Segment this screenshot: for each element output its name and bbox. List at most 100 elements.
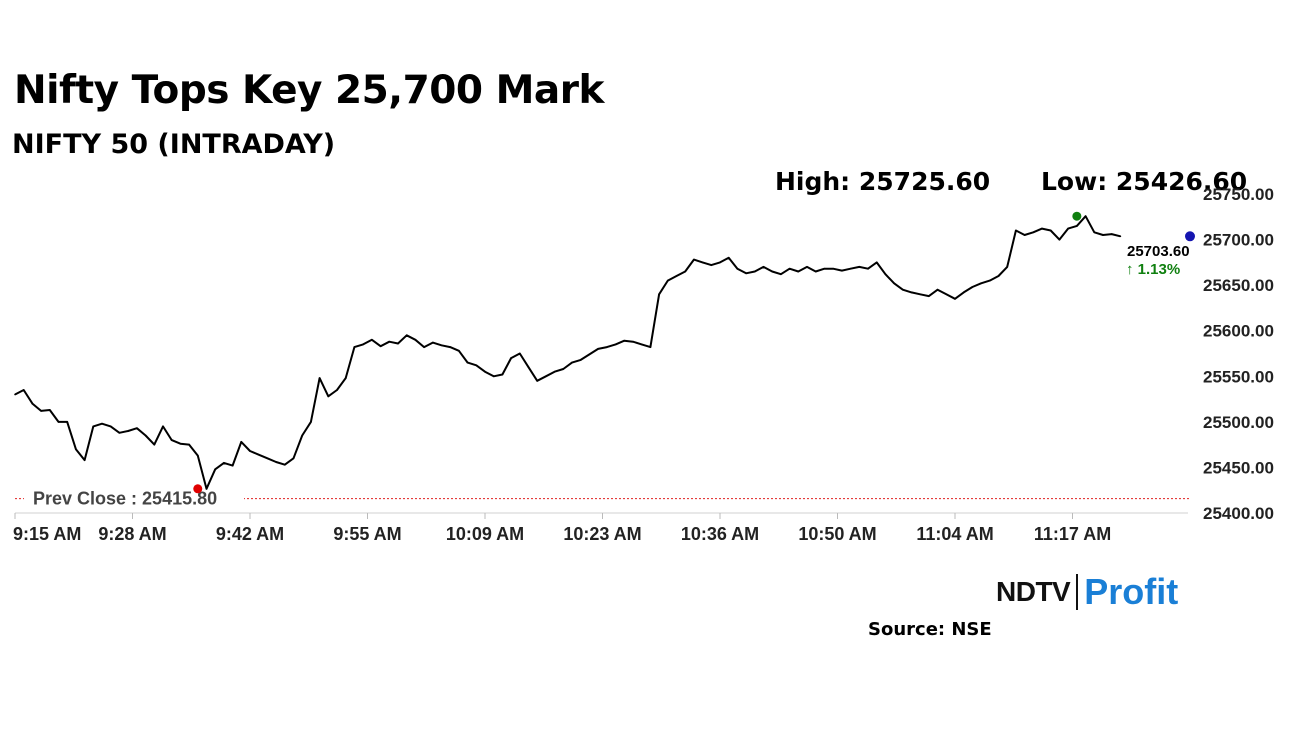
data-point [527, 366, 530, 369]
x-tick-label: 9:28 AM [98, 524, 166, 544]
data-point [640, 343, 643, 346]
data-point [83, 459, 86, 461]
data-point [275, 461, 277, 463]
data-point [162, 425, 164, 428]
data-point [492, 375, 495, 378]
data-point [814, 270, 817, 273]
x-tick-label: 9:42 AM [216, 524, 284, 544]
ndtv-profit-logo: NDTV Profit [996, 574, 1178, 610]
data-point [57, 421, 60, 423]
data-point [153, 443, 156, 446]
data-point [109, 425, 112, 428]
data-point [536, 380, 538, 382]
data-point [257, 453, 260, 456]
data-point [614, 343, 617, 346]
data-point [223, 462, 225, 464]
data-point [475, 364, 478, 367]
data-point [240, 441, 243, 443]
data-point [1023, 234, 1026, 236]
data-point [962, 291, 965, 294]
data-point [501, 373, 504, 376]
data-point [849, 267, 852, 270]
data-point [632, 340, 634, 343]
y-tick-label: 25550.00 [1203, 367, 1274, 386]
data-point [771, 270, 773, 273]
data-point [1058, 238, 1061, 241]
data-point [362, 343, 364, 346]
data-point [92, 425, 95, 428]
logo-product: Profit [1084, 571, 1179, 612]
data-point [336, 389, 338, 391]
data-point [344, 377, 347, 379]
x-tick-label: 10:50 AM [798, 524, 876, 544]
x-tick-label: 11:17 AM [1034, 524, 1111, 544]
data-point [379, 345, 382, 348]
data-point [440, 344, 443, 347]
data-point [49, 409, 51, 411]
data-point [327, 395, 330, 398]
price-line [14, 215, 1121, 490]
logo-brand: NDTV [996, 576, 1071, 607]
data-point [1049, 229, 1052, 232]
data-point [40, 410, 42, 412]
x-tick-label: 9:15 AM [13, 524, 81, 544]
data-point [292, 457, 295, 460]
data-point [954, 298, 956, 300]
data-point [675, 275, 678, 277]
data-point [867, 267, 869, 270]
data-point [1076, 225, 1078, 227]
data-point [405, 334, 408, 337]
data-point [205, 488, 208, 490]
data-point [884, 273, 887, 276]
data-point [101, 422, 103, 425]
y-tick-label: 25650.00 [1203, 276, 1274, 295]
data-point [466, 361, 469, 364]
data-point [449, 346, 452, 348]
y-tick-label: 25450.00 [1203, 458, 1274, 477]
data-point [1006, 266, 1008, 268]
data-point [144, 434, 147, 437]
data-point [606, 346, 608, 348]
data-point [762, 266, 765, 268]
data-point [997, 275, 1000, 277]
data-point [1093, 231, 1096, 234]
data-point [597, 348, 599, 350]
data-point [414, 339, 417, 341]
data-point [893, 282, 895, 285]
data-point [980, 282, 982, 285]
data-point [571, 361, 573, 364]
data-point [910, 291, 913, 294]
data-point [231, 464, 234, 467]
data-point [484, 370, 486, 373]
prev-close-label: Prev Close : 25415.80 [33, 489, 217, 509]
y-tick-label: 25600.00 [1203, 322, 1274, 341]
last-price-marker [1185, 231, 1195, 242]
data-point [127, 430, 129, 432]
y-tick-label: 25400.00 [1203, 504, 1274, 523]
data-point [1032, 231, 1035, 234]
data-point [249, 450, 251, 452]
x-tick-label: 10:36 AM [681, 524, 759, 544]
data-point [1041, 227, 1043, 230]
data-point [797, 270, 800, 273]
data-point [510, 357, 512, 359]
data-point [736, 267, 739, 270]
data-point [75, 448, 77, 451]
y-tick-label: 25750.00 [1203, 185, 1274, 204]
data-point [832, 267, 834, 270]
data-point [170, 439, 173, 441]
data-point [1015, 229, 1017, 232]
data-point [397, 342, 399, 345]
high-stat: High: 25725.60 [775, 167, 991, 196]
data-point [754, 270, 756, 273]
data-point [727, 257, 730, 259]
data-point [136, 427, 138, 430]
chart-subtitle: NIFTY 50 (INTRADAY) [12, 129, 336, 160]
data-point [971, 286, 974, 288]
data-point [806, 266, 808, 268]
data-point [945, 293, 948, 296]
data-point [919, 293, 921, 296]
data-point [841, 269, 843, 272]
low-marker [193, 484, 203, 494]
